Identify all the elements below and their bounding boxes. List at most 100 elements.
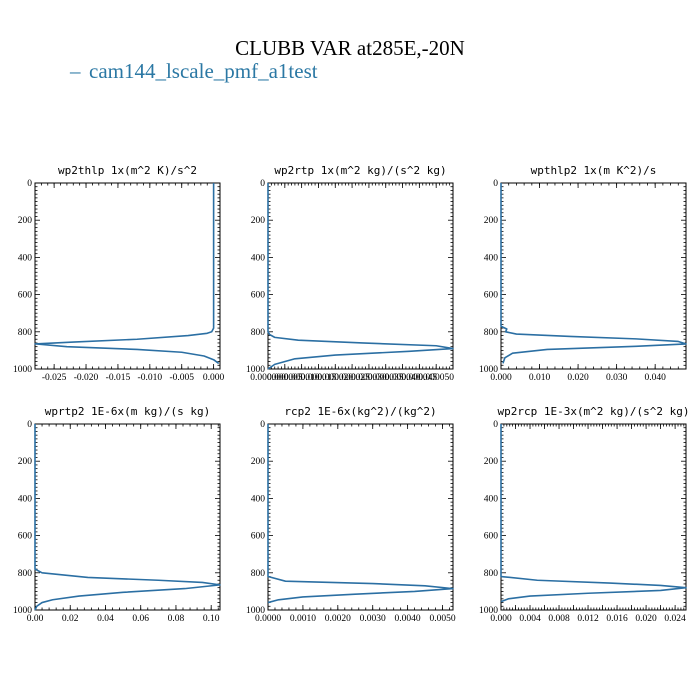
x-tick-label: 0.0030 [360,614,386,624]
x-tick-label: 0.0000 [255,614,281,624]
y-tick-label: 400 [251,253,266,263]
y-tick-label: 800 [18,569,33,579]
panels-grid: wp2thlp 1x(m^2 K)/s^2 0 200 400 600 800 1000 -0… [13,164,690,624]
y-tick-label: 400 [484,494,499,504]
x-tick-label: 0.000005 [267,373,303,383]
panel-title: wp2thlp 1x(m^2 K)/s^2 [58,164,197,177]
y-tick-label: 1000 [479,365,498,375]
x-tick-label: 0.024 [664,614,686,624]
x-tick-label: 0.10 [203,614,220,624]
panel-1: wp2thlp 1x(m^2 K)/s^2 0 200 400 600 800 1000 -0… [13,164,225,383]
x-tick-label: 0.000015 [301,373,337,383]
x-tick-label: 0.020 [567,373,589,383]
x-tick-label: -0.025 [42,373,67,383]
y-tick-label: 600 [251,291,266,301]
y-tick-label: 800 [251,328,266,338]
x-tick-label: 0.04 [97,614,114,624]
y-tick-label: 1000 [13,365,32,375]
panel-title: rcp2 1E-6x(kg^2)/(kg^2) [284,405,436,418]
y-tick-label: 800 [484,569,499,579]
y-tick-label: 200 [18,457,33,467]
y-tick-label: 600 [18,291,33,301]
x-tick-label: 0.000020 [317,373,353,383]
y-tick-label: 1000 [246,606,265,616]
plot-frame [500,182,687,370]
legend: – cam144_lscale_pmf_a1test [69,59,318,83]
series-line [500,424,687,603]
panel-title: wp2rcp 1E-3x(m^2 kg)/(s^2 kg) [497,405,689,418]
legend-dash: – [69,59,81,83]
x-tick-label: 0.000025 [334,373,370,383]
y-tick-label: 400 [18,494,33,504]
y-tick-label: 800 [18,328,33,338]
page-title: CLUBB VAR at285E,-20N [235,36,465,60]
x-tick-label: 0.000000 [250,373,286,383]
y-tick-label: 800 [484,328,499,338]
x-tick-label: 0.08 [168,614,185,624]
y-tick-label: 0 [493,420,498,430]
y-tick-label: 0 [260,179,265,189]
x-tick-label: 0.000010 [284,373,320,383]
y-tick-label: 200 [251,457,266,467]
y-tick-label: 1000 [13,606,32,616]
x-tick-label: 0.008 [548,614,570,624]
x-tick-label: -0.015 [106,373,131,383]
y-tick-label: 400 [251,494,266,504]
x-tick-label: -0.020 [74,373,99,383]
x-tick-label: -0.005 [169,373,194,383]
panel-2: wp2rtp 1x(m^2 kg)/(s^2 kg) 0 200 400 600 800 1… [246,164,454,383]
y-tick-label: 400 [18,253,33,263]
panel-6: wp2rcp 1E-3x(m^2 kg)/(s^2 kg) 0 200 400 600 8… [479,405,690,624]
y-tick-label: 0 [260,420,265,430]
x-tick-label: 0.000 [490,373,512,383]
x-tick-label: 0.030 [606,373,628,383]
x-tick-label: 0.012 [577,614,599,624]
x-tick-label: 0.000 [203,373,225,383]
x-tick-label: 0.0040 [395,614,421,624]
series-line [267,183,454,370]
x-tick-label: 0.0050 [429,614,455,624]
y-tick-label: 800 [251,569,266,579]
y-tick-label: 200 [251,216,266,226]
x-tick-label: 0.004 [519,614,541,624]
y-tick-label: 1000 [479,606,498,616]
y-tick-label: 0 [27,420,32,430]
series-line [500,183,687,364]
x-tick-label: -0.010 [138,373,163,383]
x-tick-label: 0.000045 [402,373,438,383]
plot-frame [267,182,454,370]
x-tick-label: 0.00 [27,614,44,624]
x-tick-label: 0.06 [132,614,149,624]
legend-label: cam144_lscale_pmf_a1test [89,59,318,83]
x-tick-label: 0.0010 [290,614,316,624]
y-tick-label: 600 [251,532,266,542]
x-tick-label: 0.000040 [385,373,421,383]
panel-5: rcp2 1E-6x(kg^2)/(kg^2) 0 200 400 600 800 1000… [246,405,456,624]
x-tick-label: 0.000030 [351,373,387,383]
y-tick-label: 200 [484,216,499,226]
x-tick-label: 0.000050 [418,373,454,383]
y-tick-label: 600 [484,532,499,542]
y-tick-label: 400 [484,253,499,263]
y-tick-label: 600 [484,291,499,301]
x-tick-label: 0.0020 [325,614,351,624]
panel-title: wp2rtp 1x(m^2 kg)/(s^2 kg) [274,164,446,177]
y-tick-label: 0 [493,179,498,189]
y-tick-label: 200 [484,457,499,467]
y-tick-label: 200 [18,216,33,226]
x-tick-label: 0.000035 [368,373,404,383]
series-line [34,424,221,611]
panel-4: wprtp2 1E-6x(m kg)/(s kg) 0 200 400 600 800 10… [13,405,221,624]
y-tick-label: 600 [18,532,33,542]
x-tick-label: 0.020 [635,614,657,624]
series-line [34,183,220,365]
y-tick-label: 0 [27,179,32,189]
y-tick-label: 1000 [246,365,265,375]
x-tick-label: 0.010 [529,373,551,383]
x-tick-label: 0.040 [644,373,666,383]
plot-frame [34,182,221,370]
x-tick-label: 0.000 [490,614,512,624]
series-line [267,424,454,604]
panel-title: wpthlp2 1x(m K^2)/s [531,164,657,177]
